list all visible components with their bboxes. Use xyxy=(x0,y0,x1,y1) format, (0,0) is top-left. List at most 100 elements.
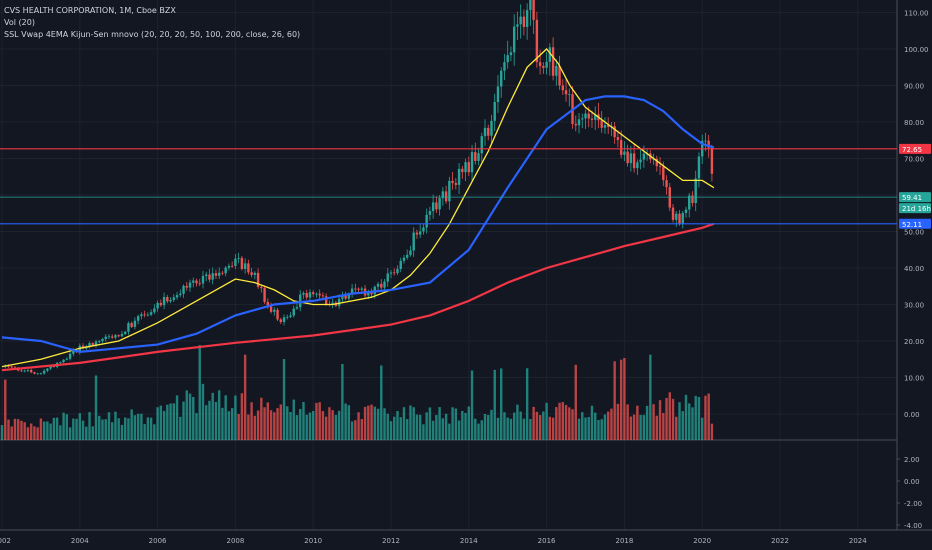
candle-body xyxy=(619,140,623,155)
volume-bar xyxy=(133,415,137,440)
volume-bar xyxy=(561,402,565,440)
volume-bar xyxy=(386,413,389,440)
volume-bars xyxy=(0,345,714,440)
volume-bar xyxy=(10,426,13,440)
volume-bar xyxy=(600,419,603,440)
volume-bar xyxy=(500,368,503,440)
volume-bar xyxy=(512,412,516,440)
candle-body xyxy=(10,366,13,368)
candle-body xyxy=(175,295,179,298)
volume-bar xyxy=(425,412,428,440)
volume-bar xyxy=(237,414,240,440)
time-tick-label: 2004 xyxy=(71,537,89,545)
candle-body xyxy=(477,153,480,161)
volume-bar xyxy=(642,414,646,440)
volume-bar xyxy=(418,414,422,440)
time-tick-label: 2018 xyxy=(615,537,633,545)
volume-bar xyxy=(496,417,500,440)
series-line-1 xyxy=(1,48,715,368)
candle-body xyxy=(266,301,270,307)
time-tick-label: 2010 xyxy=(304,537,322,545)
volume-bar xyxy=(454,408,458,440)
candle-body xyxy=(256,272,260,287)
volume-bar xyxy=(230,408,234,440)
candle-body xyxy=(383,281,386,288)
volume-bar xyxy=(626,404,629,440)
volume-bar xyxy=(610,408,613,440)
candle-body xyxy=(438,198,441,210)
indicator-tick-label: -2.00 xyxy=(904,500,922,508)
volume-bar xyxy=(0,425,4,440)
volume-bar xyxy=(289,411,292,440)
candle-body xyxy=(29,370,33,373)
candle-body xyxy=(409,250,412,255)
volume-bar xyxy=(532,406,535,440)
volume-bar xyxy=(111,422,114,440)
volume-bar xyxy=(68,427,72,440)
volume-bar xyxy=(104,419,107,440)
candle-body xyxy=(357,288,360,290)
volume-bar xyxy=(551,417,555,440)
candle-body xyxy=(341,295,344,299)
volume-bar xyxy=(636,405,639,440)
candle-body xyxy=(532,0,535,20)
time-tick-label: 2016 xyxy=(538,537,556,545)
candle-body xyxy=(555,65,558,76)
volume-bar xyxy=(282,359,286,440)
volume-bar xyxy=(428,407,432,440)
candle-body xyxy=(444,191,448,202)
volume-bar xyxy=(328,407,331,440)
volume-bar xyxy=(279,404,282,440)
candle-body xyxy=(337,298,341,306)
volume-bar xyxy=(273,412,276,440)
candle-body xyxy=(389,272,393,274)
candle-body xyxy=(91,343,94,346)
time-tick-label: 2020 xyxy=(693,537,711,545)
candle-body xyxy=(675,213,678,220)
volume-bar xyxy=(159,405,163,440)
volume-bar xyxy=(260,397,263,440)
volume-bar xyxy=(65,414,69,440)
candle-body xyxy=(665,180,668,188)
candle-body xyxy=(140,314,143,317)
candle-body xyxy=(613,126,616,138)
volume-bar xyxy=(389,421,393,440)
candle-body xyxy=(529,0,532,11)
volume-bar xyxy=(373,406,376,440)
grid-lines xyxy=(0,0,897,530)
candle-body xyxy=(632,153,636,169)
time-tick-label: 2012 xyxy=(382,537,400,545)
volume-bar xyxy=(581,412,584,440)
candle-body xyxy=(464,162,467,173)
candle-body xyxy=(425,214,428,228)
candle-body xyxy=(402,257,406,261)
volume-bar xyxy=(370,404,373,440)
candle-body xyxy=(114,335,117,338)
candle-body xyxy=(707,140,710,148)
volume-bar xyxy=(590,405,594,440)
candle-body xyxy=(399,260,402,269)
volume-bar xyxy=(324,416,328,440)
candle-body xyxy=(62,359,65,363)
candle-body xyxy=(101,338,104,342)
volume-bar xyxy=(166,404,169,440)
volume-bar xyxy=(406,419,409,440)
volume-bar xyxy=(393,416,396,440)
volume-bar xyxy=(182,401,185,440)
candle-body xyxy=(143,314,146,316)
volume-bar xyxy=(435,415,438,440)
candle-body xyxy=(156,302,159,309)
candle-body xyxy=(396,268,399,274)
volume-bar xyxy=(681,411,684,440)
candle-body xyxy=(535,19,539,63)
candle-body xyxy=(577,119,581,126)
candle-body xyxy=(435,202,438,210)
volume-bar xyxy=(519,411,522,440)
candle-body xyxy=(276,309,279,320)
volume-bar xyxy=(564,404,568,440)
candle-body xyxy=(243,263,247,269)
candle-body xyxy=(308,292,312,298)
candle-body xyxy=(68,353,72,359)
